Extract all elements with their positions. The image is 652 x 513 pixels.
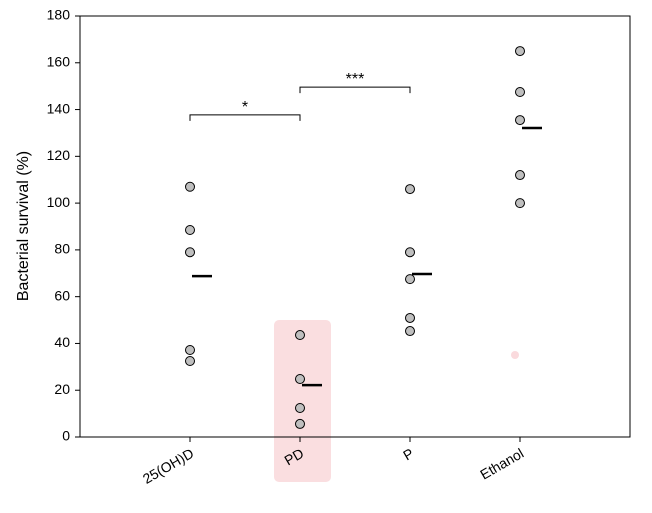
- significance-bracket: [299, 86, 411, 94]
- data-point: [185, 247, 195, 258]
- data-point: [185, 355, 195, 366]
- data-point: [515, 198, 525, 209]
- y-tick-label: 40: [54, 334, 70, 350]
- y-tick-label: 80: [54, 241, 70, 257]
- data-point: [405, 326, 415, 337]
- y-tick-label: 100: [47, 194, 71, 210]
- y-tick-label: 20: [54, 381, 70, 397]
- y-tick-label: 60: [54, 287, 70, 303]
- x-tick-label: 25(OH)D: [140, 445, 197, 487]
- y-tick-label: 160: [47, 53, 71, 69]
- data-point: [405, 274, 415, 285]
- x-tick-label: P: [400, 445, 416, 464]
- data-point: [515, 87, 525, 98]
- data-point: [185, 344, 195, 355]
- data-point: [295, 418, 305, 429]
- y-axis-label: Bacterial survival (%): [15, 151, 32, 301]
- y-tick-label: 180: [47, 7, 71, 23]
- data-point: [405, 312, 415, 323]
- data-point: [515, 46, 525, 57]
- significance-label: *: [242, 99, 248, 116]
- data-point: [295, 373, 305, 384]
- y-tick-label: 0: [62, 428, 70, 444]
- data-point: [295, 330, 305, 341]
- data-point: [185, 225, 195, 236]
- significance-bracket: [189, 114, 301, 121]
- x-tick-label: Ethanol: [477, 445, 526, 483]
- y-tick-label: 140: [47, 100, 71, 116]
- data-point: [185, 181, 195, 192]
- data-point: [405, 184, 415, 195]
- data-point: [405, 247, 415, 258]
- data-point: [515, 170, 525, 181]
- data-point: [515, 115, 525, 126]
- y-tick-label: 120: [47, 147, 71, 163]
- highlight-dot: [511, 351, 519, 359]
- plot-frame: [79, 15, 631, 438]
- highlight: [274, 320, 331, 482]
- significance-label: ***: [346, 71, 365, 88]
- data-point: [295, 402, 305, 413]
